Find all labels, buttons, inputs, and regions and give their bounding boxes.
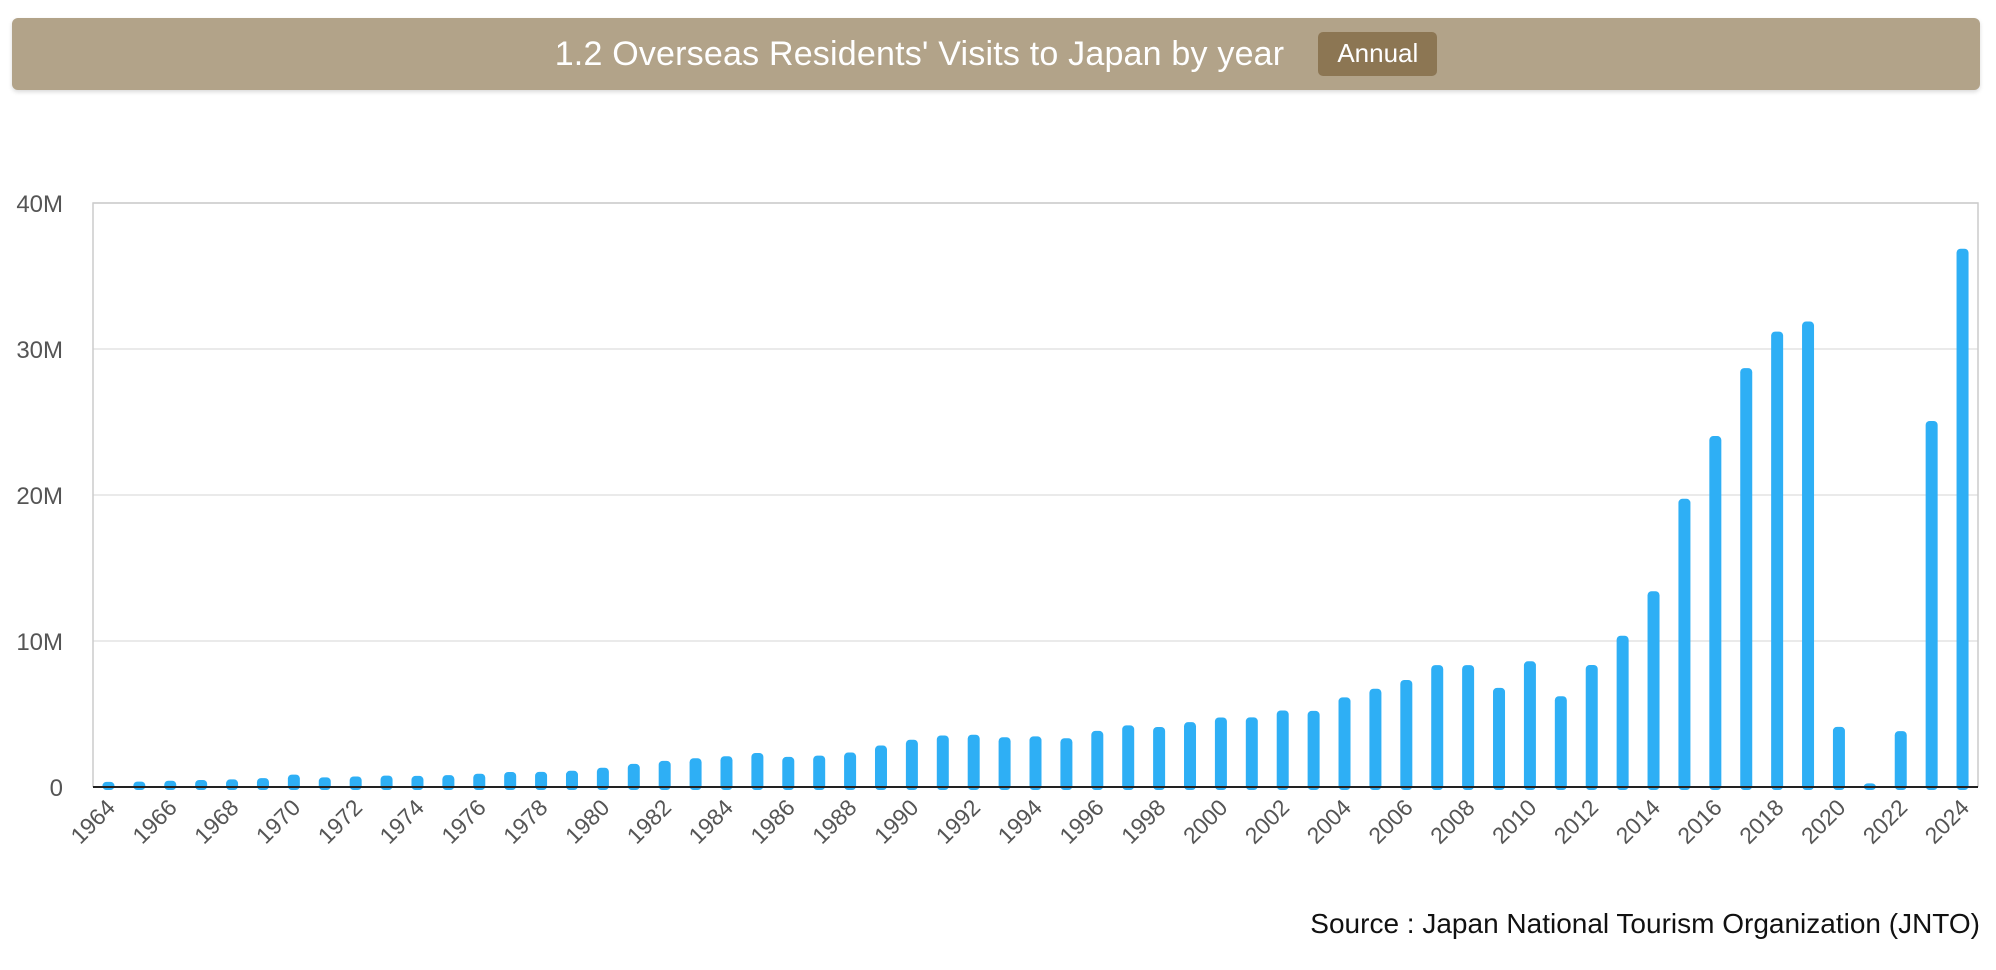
- bar-2004[interactable]: [1338, 697, 1351, 790]
- plot-frame: [92, 202, 1979, 787]
- x-tick-label: 2012: [1549, 794, 1604, 849]
- x-tick-label: 1996: [1054, 794, 1109, 849]
- bar-2010[interactable]: [1523, 661, 1536, 790]
- x-tick-label: 1982: [622, 794, 677, 849]
- x-tick-label: 1980: [560, 794, 615, 849]
- bar-2020[interactable]: [1832, 726, 1845, 790]
- bar-2019[interactable]: [1802, 321, 1815, 790]
- y-tick-label: 20M: [16, 483, 63, 510]
- y-tick-label: 0: [50, 775, 63, 802]
- bar-1993[interactable]: [998, 737, 1011, 790]
- bar-2012[interactable]: [1585, 664, 1598, 790]
- bar-1976[interactable]: [473, 773, 486, 790]
- x-tick-label: 2014: [1610, 794, 1665, 849]
- bar-1995[interactable]: [1060, 738, 1073, 790]
- bar-2017[interactable]: [1740, 368, 1753, 790]
- x-tick-label: 1964: [65, 794, 120, 849]
- x-tick-label: 2022: [1858, 794, 1913, 849]
- bar-2014[interactable]: [1647, 591, 1660, 790]
- bar-1967[interactable]: [195, 779, 208, 790]
- bar-1991[interactable]: [936, 735, 949, 790]
- chart-title: 1.2 Overseas Residents' Visits to Japan …: [554, 34, 1285, 73]
- bar-1999[interactable]: [1184, 722, 1197, 790]
- bar-2024[interactable]: [1956, 248, 1969, 790]
- bar-1980[interactable]: [596, 767, 609, 790]
- bar-1984[interactable]: [720, 756, 733, 790]
- y-tick-label: 40M: [16, 191, 63, 218]
- bar-1979[interactable]: [565, 770, 578, 790]
- x-tick-label: 2020: [1796, 794, 1851, 849]
- bar-1971[interactable]: [318, 777, 331, 790]
- bar-2009[interactable]: [1493, 687, 1506, 790]
- bar-1986[interactable]: [782, 756, 795, 790]
- bar-1996[interactable]: [1091, 730, 1104, 790]
- x-tick-label: 1976: [436, 794, 491, 849]
- x-tick-label: 2006: [1363, 794, 1418, 849]
- x-tick-label: 2002: [1240, 794, 1295, 849]
- bar-2003[interactable]: [1307, 710, 1320, 790]
- bar-1989[interactable]: [874, 745, 887, 790]
- bar-1969[interactable]: [256, 778, 269, 790]
- bar-1997[interactable]: [1122, 725, 1135, 790]
- x-tick-label: 1992: [931, 794, 986, 849]
- bar-2016[interactable]: [1709, 436, 1722, 790]
- x-tick-label: 1966: [127, 794, 182, 849]
- bar-2005[interactable]: [1369, 688, 1382, 790]
- bar-2013[interactable]: [1616, 635, 1629, 790]
- bar-2007[interactable]: [1431, 665, 1444, 790]
- x-tick-label: 1970: [251, 794, 306, 849]
- bar-2011[interactable]: [1554, 696, 1567, 790]
- bar-1992[interactable]: [967, 734, 980, 790]
- bar-2000[interactable]: [1214, 717, 1227, 790]
- bar-1978[interactable]: [535, 771, 548, 790]
- bar-1977[interactable]: [504, 771, 517, 790]
- x-tick-label: 2016: [1672, 794, 1727, 849]
- y-tick-label: 30M: [16, 337, 63, 364]
- bar-1968[interactable]: [226, 779, 239, 790]
- bar-1964[interactable]: [102, 781, 115, 790]
- x-tick-label: 1974: [374, 794, 429, 849]
- x-tick-label: 2000: [1178, 794, 1233, 849]
- bar-2002[interactable]: [1276, 710, 1289, 790]
- x-tick-label: 1988: [807, 794, 862, 849]
- x-tick-label: 2018: [1734, 794, 1789, 849]
- bar-1966[interactable]: [164, 780, 177, 790]
- bar-2008[interactable]: [1462, 665, 1475, 790]
- chart-header: 1.2 Overseas Residents' Visits to Japan …: [12, 18, 1980, 90]
- bar-1998[interactable]: [1153, 726, 1166, 790]
- x-tick-label: 1998: [1116, 794, 1171, 849]
- x-tick-label: 1972: [313, 794, 368, 849]
- bar-2022[interactable]: [1894, 731, 1907, 790]
- bar-1990[interactable]: [905, 739, 918, 790]
- bar-1985[interactable]: [751, 752, 764, 790]
- bar-2006[interactable]: [1400, 679, 1413, 790]
- bar-1965[interactable]: [133, 781, 146, 790]
- x-tick-label: 2008: [1425, 794, 1480, 849]
- x-tick-label: 2024: [1920, 794, 1975, 849]
- bar-1983[interactable]: [689, 758, 702, 790]
- x-tick-label: 2010: [1487, 794, 1542, 849]
- x-tick-label: 1968: [189, 794, 244, 849]
- x-tick-label: 1994: [992, 794, 1047, 849]
- annual-badge[interactable]: Annual: [1318, 32, 1438, 76]
- bar-2001[interactable]: [1245, 717, 1258, 790]
- bar-1987[interactable]: [813, 755, 826, 790]
- bar-1981[interactable]: [627, 763, 640, 790]
- x-tick-label: 1984: [683, 794, 738, 849]
- bar-1994[interactable]: [1029, 736, 1042, 790]
- bar-2018[interactable]: [1771, 331, 1784, 790]
- bar-2015[interactable]: [1678, 498, 1691, 790]
- bar-1988[interactable]: [844, 752, 857, 790]
- x-tick-label: 1986: [745, 794, 800, 849]
- x-tick-label: 2004: [1301, 794, 1356, 849]
- x-tick-label: 1990: [869, 794, 924, 849]
- bar-1982[interactable]: [658, 760, 671, 790]
- source-note: Source : Japan National Tourism Organiza…: [1310, 908, 1980, 939]
- bar-2023[interactable]: [1925, 420, 1938, 790]
- x-tick-label: 1978: [498, 794, 553, 849]
- y-tick-label: 10M: [16, 629, 63, 656]
